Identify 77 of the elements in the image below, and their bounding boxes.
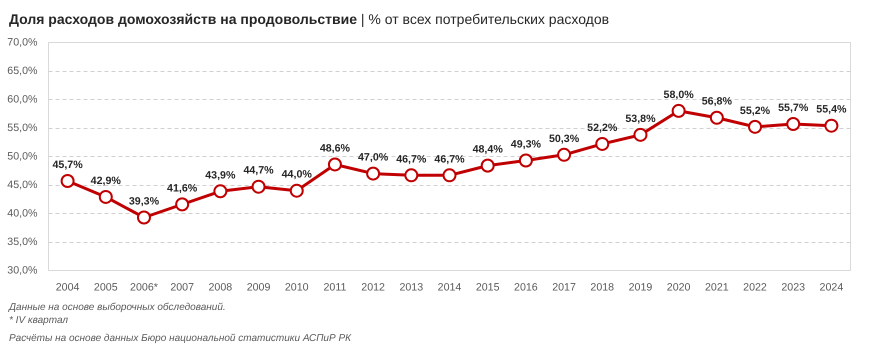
chart-title: Доля расходов домохозяйств на продовольствие: [9, 11, 357, 27]
point: [290, 184, 304, 198]
point: [672, 104, 686, 118]
x-tick-label: 2021: [704, 282, 729, 294]
y-tick-label: 60,0%: [7, 94, 38, 106]
x-tick-label: 2024: [820, 282, 844, 294]
chart-subtitle: | % от всех потребительских расходов: [360, 11, 610, 27]
point: [557, 148, 572, 162]
data-label: 48,6%: [320, 142, 351, 154]
point: [252, 180, 266, 194]
x-tick-label: 2013: [399, 282, 424, 294]
point: [786, 117, 800, 131]
data-label: 56,8%: [702, 96, 732, 108]
data-label: 48,4%: [472, 144, 504, 156]
x-tick-label: 2017: [552, 282, 576, 294]
point: [60, 174, 75, 188]
x-tick-label: 2008: [208, 282, 232, 294]
point: [480, 158, 495, 173]
y-tick-label: 55,0%: [7, 122, 38, 134]
x-tick-label: 2020: [666, 282, 691, 294]
data-label: 47,0%: [358, 152, 389, 164]
y-tick-label: 65,0%: [7, 65, 38, 77]
point: [518, 154, 533, 168]
x-tick-label: 2011: [323, 282, 346, 294]
x-tick-label: 2018: [590, 282, 614, 294]
x-tick-label: 2005: [94, 282, 118, 294]
point: [442, 168, 456, 182]
point: [136, 210, 151, 224]
data-label: 42,9%: [90, 174, 122, 187]
y-tick-label: 70,0%: [7, 36, 38, 48]
x-tick-label: 2006*: [130, 282, 158, 294]
point: [595, 136, 610, 151]
y-tick-label: 30,0%: [7, 264, 38, 276]
y-tick-label: 40,0%: [7, 208, 38, 220]
x-tick-label: 2010: [284, 282, 309, 294]
point: [366, 166, 380, 181]
point: [824, 118, 838, 133]
text: Данные на основе выборочных обследований.: [9, 301, 227, 314]
data-label: 58,0%: [664, 88, 694, 101]
text: Расчёты на основе данных Бюро национальной статистики АСПиР РК: [9, 332, 352, 345]
x-tick-label: 2023: [781, 282, 806, 294]
x-tick-label: 2014: [438, 282, 462, 294]
data-label: 44,0%: [282, 168, 312, 181]
point: [175, 197, 190, 212]
data-label: 44,7%: [243, 164, 274, 177]
x-tick-label: 2007: [170, 282, 194, 294]
x-tick-label: 2004: [56, 282, 80, 294]
data-label: 43,9%: [205, 169, 236, 182]
point: [710, 110, 724, 125]
point: [748, 120, 762, 134]
x-tick-label: 2015: [476, 282, 500, 294]
y-tick-label: 45,0%: [7, 179, 38, 191]
y-tick-label: 35,0%: [7, 236, 38, 248]
data-label: 45,7%: [52, 159, 84, 172]
data-label: 49,3%: [510, 138, 542, 150]
y-tick-label: 50,0%: [7, 150, 38, 162]
data-label: 53,8%: [625, 112, 656, 125]
text: * IV квартал: [9, 314, 70, 327]
point: [633, 128, 648, 142]
data-label: 55,4%: [816, 104, 848, 116]
data-label: 39,3%: [128, 195, 160, 208]
point: [328, 157, 342, 172]
data-label: 55,2%: [740, 104, 771, 117]
x-tick-label: 2009: [246, 282, 270, 294]
x-tick-label: 2022: [743, 282, 767, 294]
point: [404, 168, 418, 182]
data-label: 46,7%: [396, 153, 427, 166]
point: [98, 190, 113, 204]
x-tick-label: 2016: [514, 282, 538, 294]
data-label: 41,6%: [167, 182, 198, 194]
data-label: 50,3%: [548, 132, 580, 145]
x-tick-label: 2019: [628, 282, 652, 294]
data-label: 55,7%: [778, 102, 809, 114]
x-tick-label: 2012: [361, 282, 386, 294]
data-label: 52,2%: [587, 122, 618, 134]
point: [213, 184, 228, 198]
data-label: 46,7%: [434, 153, 466, 166]
